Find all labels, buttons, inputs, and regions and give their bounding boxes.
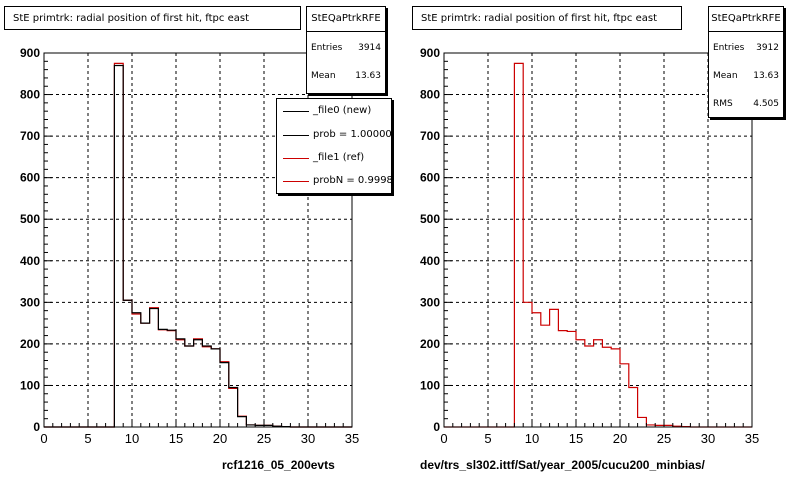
x-tick-label: 35 (745, 431, 759, 446)
y-tick-label: 500 (20, 212, 40, 226)
right-stats-entries: Entries 3912 (713, 43, 779, 53)
y-tick-label: 0 (33, 420, 40, 434)
y-tick-label: 800 (420, 88, 440, 102)
y-tick-label: 700 (20, 129, 40, 143)
x-tick-label: 15 (569, 431, 583, 446)
y-tick-label: 800 (20, 88, 40, 102)
legend-line-prob (283, 135, 309, 136)
y-tick-label: 600 (420, 171, 440, 185)
y-tick-label: 200 (420, 337, 440, 351)
y-tick-label: 400 (20, 254, 40, 268)
x-tick-label: 0 (40, 431, 47, 446)
y-tick-label: 100 (20, 378, 40, 392)
y-tick-label: 100 (420, 378, 440, 392)
legend-line-ref (283, 158, 309, 159)
left-x-caption: rcf1216_05_200evts (222, 458, 335, 472)
x-tick-label: 25 (257, 431, 271, 446)
x-tick-label: 5 (84, 431, 91, 446)
plot-frame (443, 52, 753, 428)
y-tick-label: 0 (433, 420, 440, 434)
legend-line-probn (283, 181, 309, 182)
histogram-series (444, 62, 752, 428)
x-tick-label: 35 (345, 431, 359, 446)
x-tick-label: 10 (125, 431, 139, 446)
x-tick-label: 20 (213, 431, 227, 446)
y-tick-label: 300 (20, 295, 40, 309)
left-stats-entries: Entries 3914 (311, 43, 381, 53)
plot-frame (43, 52, 353, 428)
right-histogram: 0 5 10 15 20 25 30 35 0 100 200 300 400 500 600 700 800 9… (420, 46, 759, 446)
x-tick-label: 25 (657, 431, 671, 446)
left-legend: _file0 (new) prob = 1.000000 _file1 (ref… (276, 98, 392, 194)
left-stats-box: StEQaPtrkRFE Entries 3914 Mean 13.63 (306, 6, 386, 94)
y-tick-label: 900 (420, 46, 440, 60)
right-x-caption: dev/trs_sl302.ittf/Sat/year_2005/cucu200… (420, 458, 705, 472)
x-tick-label: 30 (701, 431, 715, 446)
left-stats-name: StEQaPtrkRFE (307, 7, 385, 32)
left-histogram: 0 5 10 15 20 25 30 35 0 100 200 300 400 500 600 700 800 9… (20, 46, 359, 446)
right-title: StE primtrk: radial position of first hi… (412, 6, 682, 30)
y-tick-label: 600 (20, 171, 40, 185)
x-tick-label: 5 (484, 431, 491, 446)
right-stats-rms: RMS 4.505 (713, 99, 779, 109)
y-tick-label: 300 (420, 295, 440, 309)
x-tick-label: 15 (169, 431, 183, 446)
legend-line-new (283, 111, 309, 112)
x-tick-label: 30 (301, 431, 315, 446)
x-tick-label: 10 (525, 431, 539, 446)
y-tick-label: 900 (20, 46, 40, 60)
x-tick-label: 0 (440, 431, 447, 446)
plot-area: 0 5 10 15 20 25 30 35 0 100 200 300 400 500 600 700 800 9… (20, 46, 359, 446)
y-tick-label: 400 (420, 254, 440, 268)
left-title: StE primtrk: radial position of first hi… (4, 6, 301, 30)
plot-area: 0 5 10 15 20 25 30 35 0 100 200 300 400 500 600 700 800 9… (420, 46, 759, 446)
left-stats-mean: Mean 13.63 (311, 71, 381, 81)
y-tick-label: 700 (420, 129, 440, 143)
x-tick-label: 20 (613, 431, 627, 446)
right-stats-name: StEQaPtrkRFE (709, 7, 783, 32)
right-stats-box: StEQaPtrkRFE Entries 3912 Mean 13.63 RMS 4.… (708, 6, 784, 118)
y-tick-label: 500 (420, 212, 440, 226)
right-stats-mean: Mean 13.63 (713, 71, 779, 81)
y-tick-label: 200 (20, 337, 40, 351)
